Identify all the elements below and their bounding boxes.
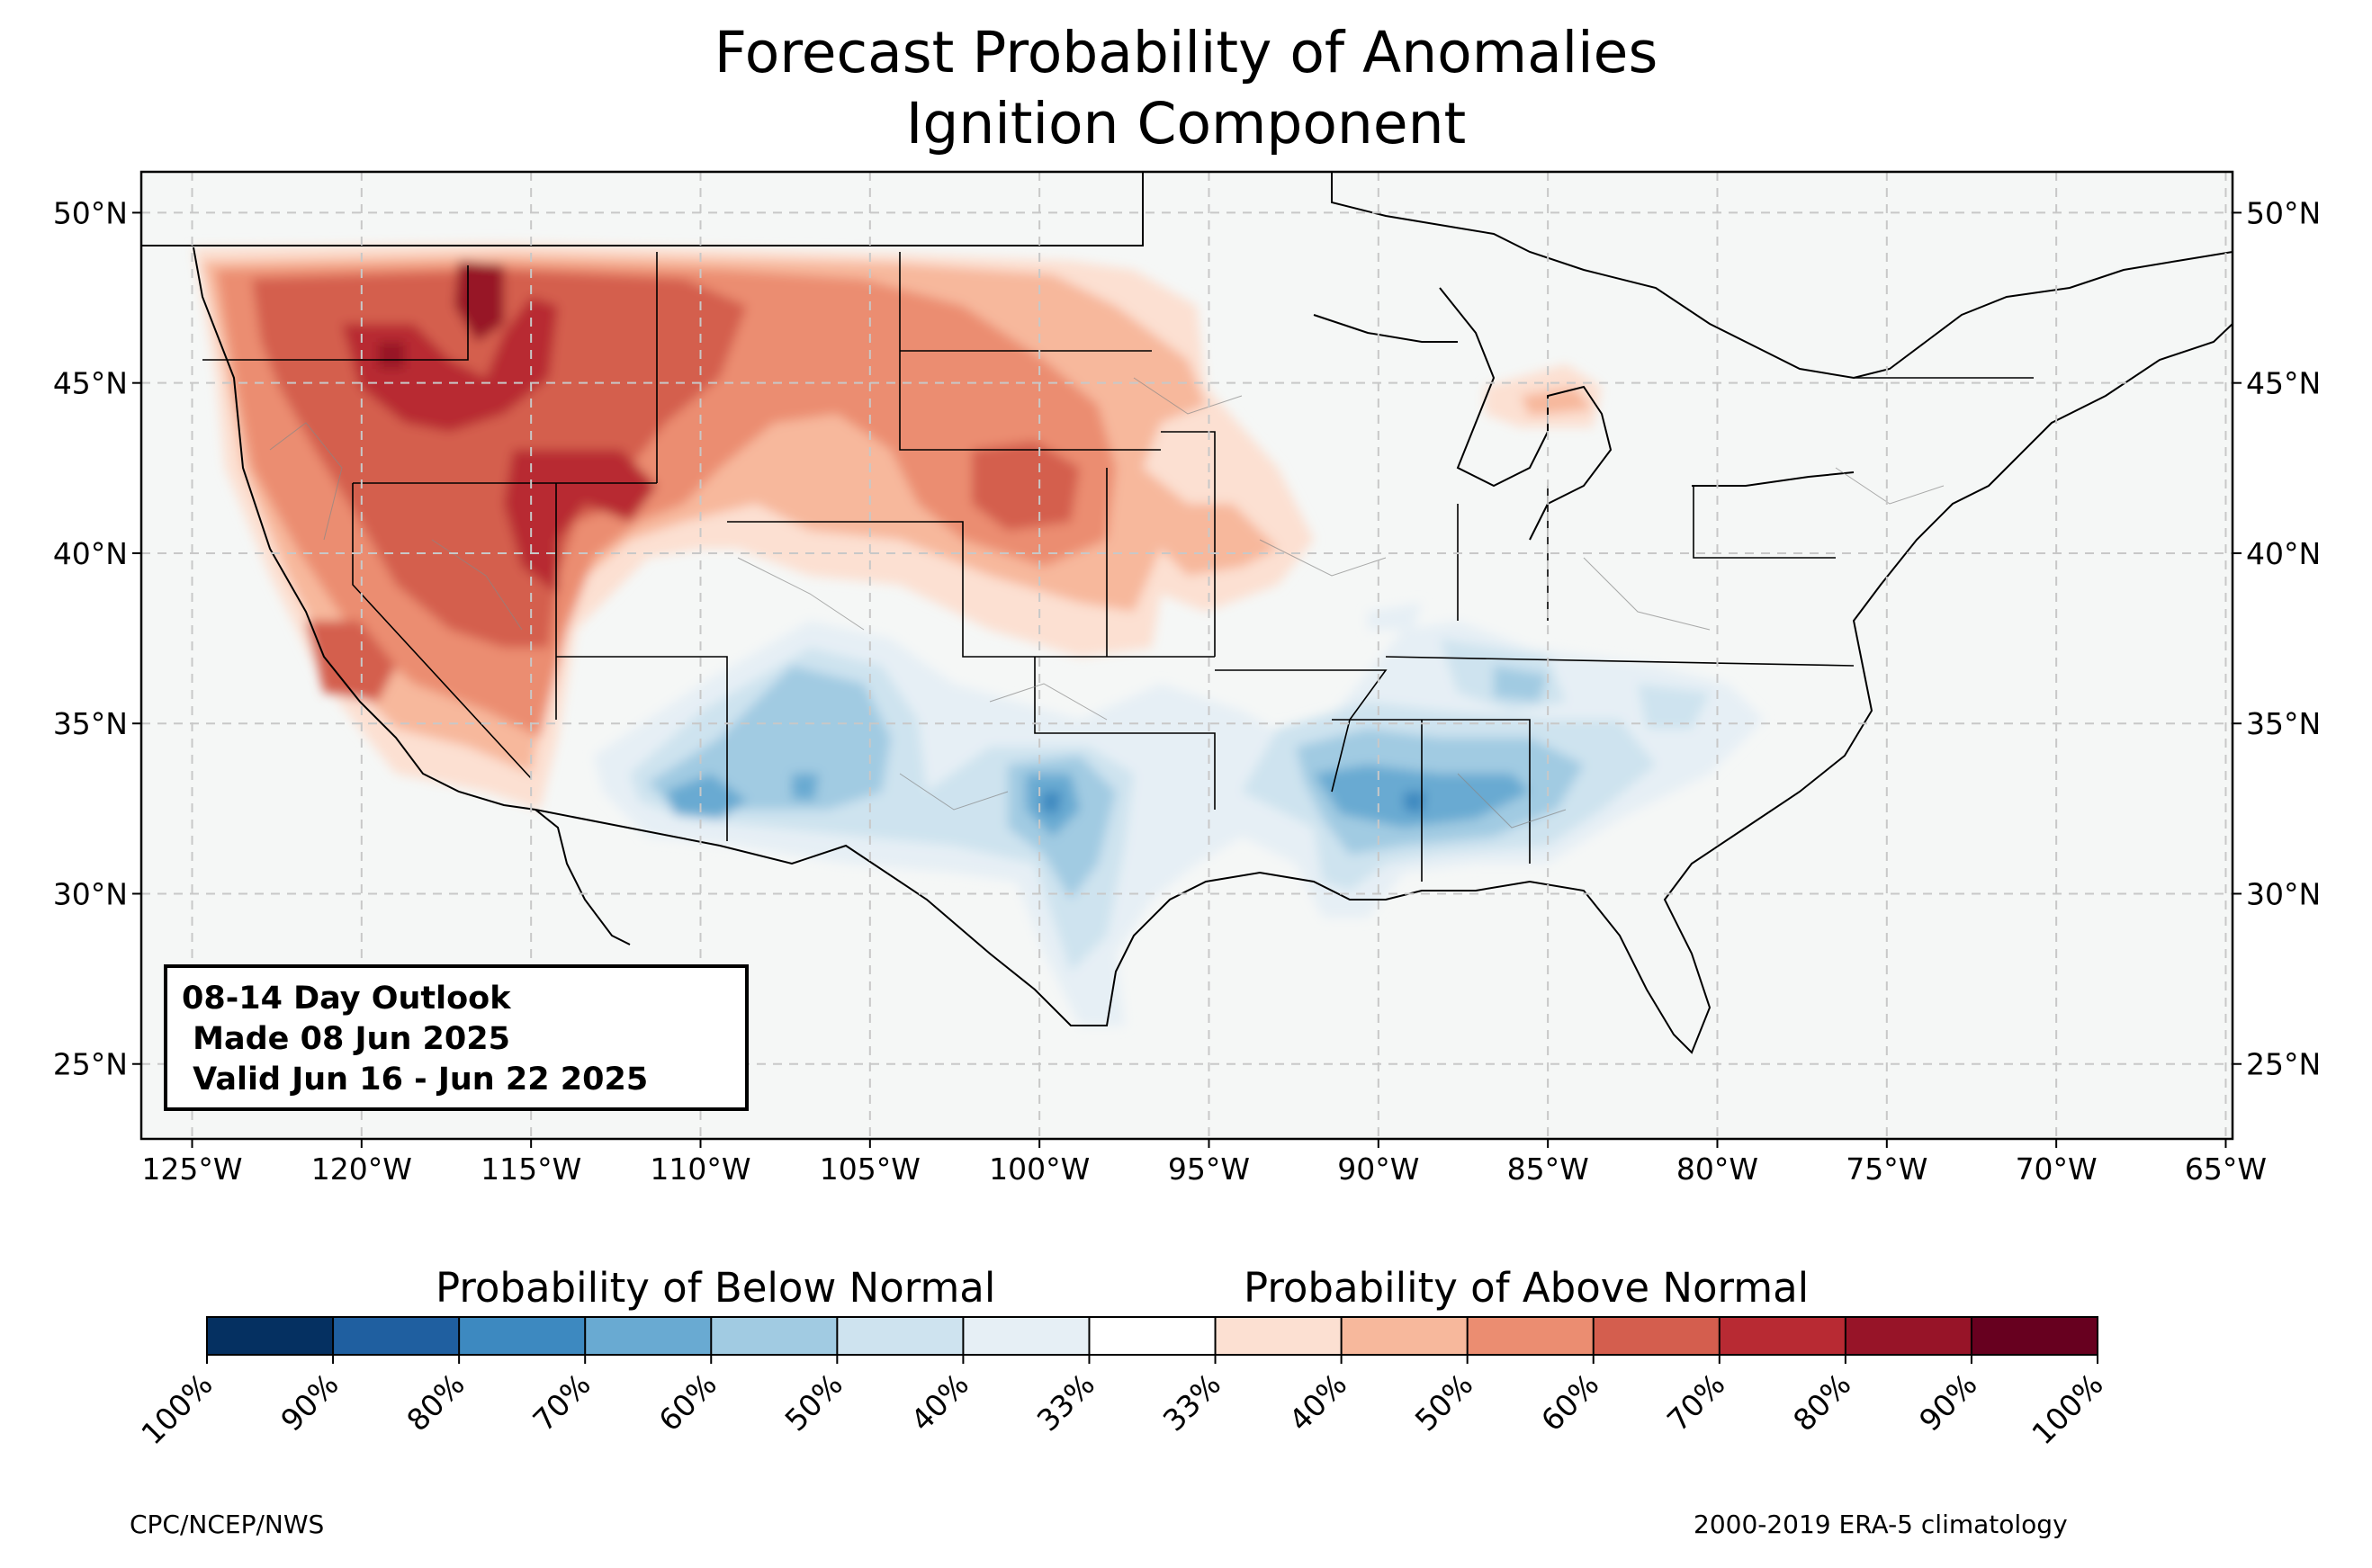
colorbar-swatch [585, 1317, 712, 1355]
colorbar-swatch [963, 1317, 1090, 1355]
colorbar-swatch [1719, 1317, 1846, 1355]
lon-tick-label: 90°W [1337, 1151, 1419, 1187]
colorbar-tick-label: 60% [1534, 1366, 1605, 1438]
colorbar-swatch [1089, 1317, 1217, 1355]
lat-tick-label-left: 45°N [53, 366, 128, 401]
colorbar-swatch [1971, 1317, 2098, 1355]
colorbar-tick-label: 70% [1660, 1366, 1731, 1438]
lon-tick-label: 85°W [1507, 1151, 1589, 1187]
outlook-valid-dates: Valid Jun 16 - Jun 22 2025 [182, 1062, 649, 1098]
lon-tick-label: 100°W [989, 1151, 1090, 1187]
lat-tick-label-left: 25°N [53, 1047, 128, 1082]
outlook-made-date: Made 08 Jun 2025 [182, 1021, 510, 1057]
lon-tick-label: 105°W [820, 1151, 921, 1187]
map-subtitle: Ignition Component [905, 91, 1467, 157]
colorbar-tick-label: 100% [2025, 1366, 2109, 1451]
lon-tick-label: 95°W [1168, 1151, 1250, 1187]
credit-left: CPC/NCEP/NWS [130, 1510, 325, 1539]
colorbar-swatch [1467, 1317, 1595, 1355]
colorbar: 100% 90% 80% 70% 60% 50% 40% 33% 33% 40% 50% 60% 70%… [134, 1316, 2110, 1451]
colorbar-swatch [333, 1317, 460, 1355]
county-lines [269, 377, 1945, 829]
lat-tick-label-right: 35°N [2246, 706, 2321, 741]
lat-tick-label-left: 40°N [53, 536, 128, 571]
lat-tick-label-right: 25°N [2246, 1047, 2321, 1082]
colorbar-tick-label: 100% [134, 1366, 219, 1451]
lat-tick-label-right: 45°N [2246, 366, 2321, 401]
colorbar-swatch [459, 1317, 586, 1355]
lat-tick-label-left: 35°N [53, 706, 128, 741]
colorbar-tick-label: 90% [1912, 1366, 1983, 1438]
colorbar-tick-label: 33% [1030, 1366, 1101, 1438]
lon-tick-label: 75°W [1846, 1151, 1927, 1187]
lat-tick-label-right: 50°N [2246, 195, 2321, 230]
above-normal-label: Probability of Above Normal [1244, 1264, 1810, 1312]
colorbar-tick-label: 33% [1156, 1366, 1227, 1438]
colorbar-swatch [1845, 1317, 1972, 1355]
map-frame [139, 170, 2234, 1141]
outlook-info-box: 08-14 Day Outlook Made 08 Jun 2025 Valid… [164, 964, 749, 1111]
lon-tick-label: 80°W [1676, 1151, 1758, 1187]
lon-tick-label: 65°W [2185, 1151, 2267, 1187]
credit-right: 2000-2019 ERA-5 climatology [1694, 1510, 2068, 1539]
colorbar-swatch [837, 1317, 964, 1355]
colorbar-tick-label: 40% [904, 1366, 975, 1438]
colorbar-tick-label: 40% [1282, 1366, 1353, 1438]
colorbar-swatch [207, 1317, 334, 1355]
colorbar-swatch [1215, 1317, 1343, 1355]
colorbar-swatch [1341, 1317, 1469, 1355]
lon-tick-label: 125°W [141, 1151, 242, 1187]
lat-tick-label-right: 30°N [2246, 876, 2321, 911]
outlook-period: 08-14 Day Outlook [182, 981, 511, 1017]
colorbar-tick-label: 70% [526, 1366, 597, 1438]
colorbar-tick-label: 80% [1786, 1366, 1857, 1438]
lat-tick-label-left: 50°N [53, 195, 128, 230]
colorbar-swatch [1593, 1317, 1721, 1355]
lat-tick-label-right: 40°N [2246, 536, 2321, 571]
colorbar-tick-label: 80% [400, 1366, 471, 1438]
lat-tick-label-left: 30°N [53, 876, 128, 911]
map-title: Forecast Probability of Anomalies [714, 20, 1658, 85]
lon-tick-label: 110°W [650, 1151, 750, 1187]
colorbar-tick-label: 50% [778, 1366, 849, 1438]
below-normal-label: Probability of Below Normal [436, 1264, 996, 1312]
state-boundaries [202, 252, 2034, 882]
colorbar-tick-label: 50% [1408, 1366, 1479, 1438]
colorbar-swatch [711, 1317, 838, 1355]
colorbar-tick-label: 90% [274, 1366, 345, 1438]
lon-tick-label: 120°W [311, 1151, 412, 1187]
coastlines-and-borders [141, 172, 2233, 1054]
lon-tick-label: 70°W [2016, 1151, 2098, 1187]
colorbar-tick-label: 60% [651, 1366, 723, 1438]
below-normal-anomalies [594, 603, 1764, 1026]
lon-tick-label: 115°W [481, 1151, 581, 1187]
axis-ticks: 125°W 120°W 115°W 110°W 105°W 100°W 95°W 90°W 85… [53, 195, 2321, 1187]
